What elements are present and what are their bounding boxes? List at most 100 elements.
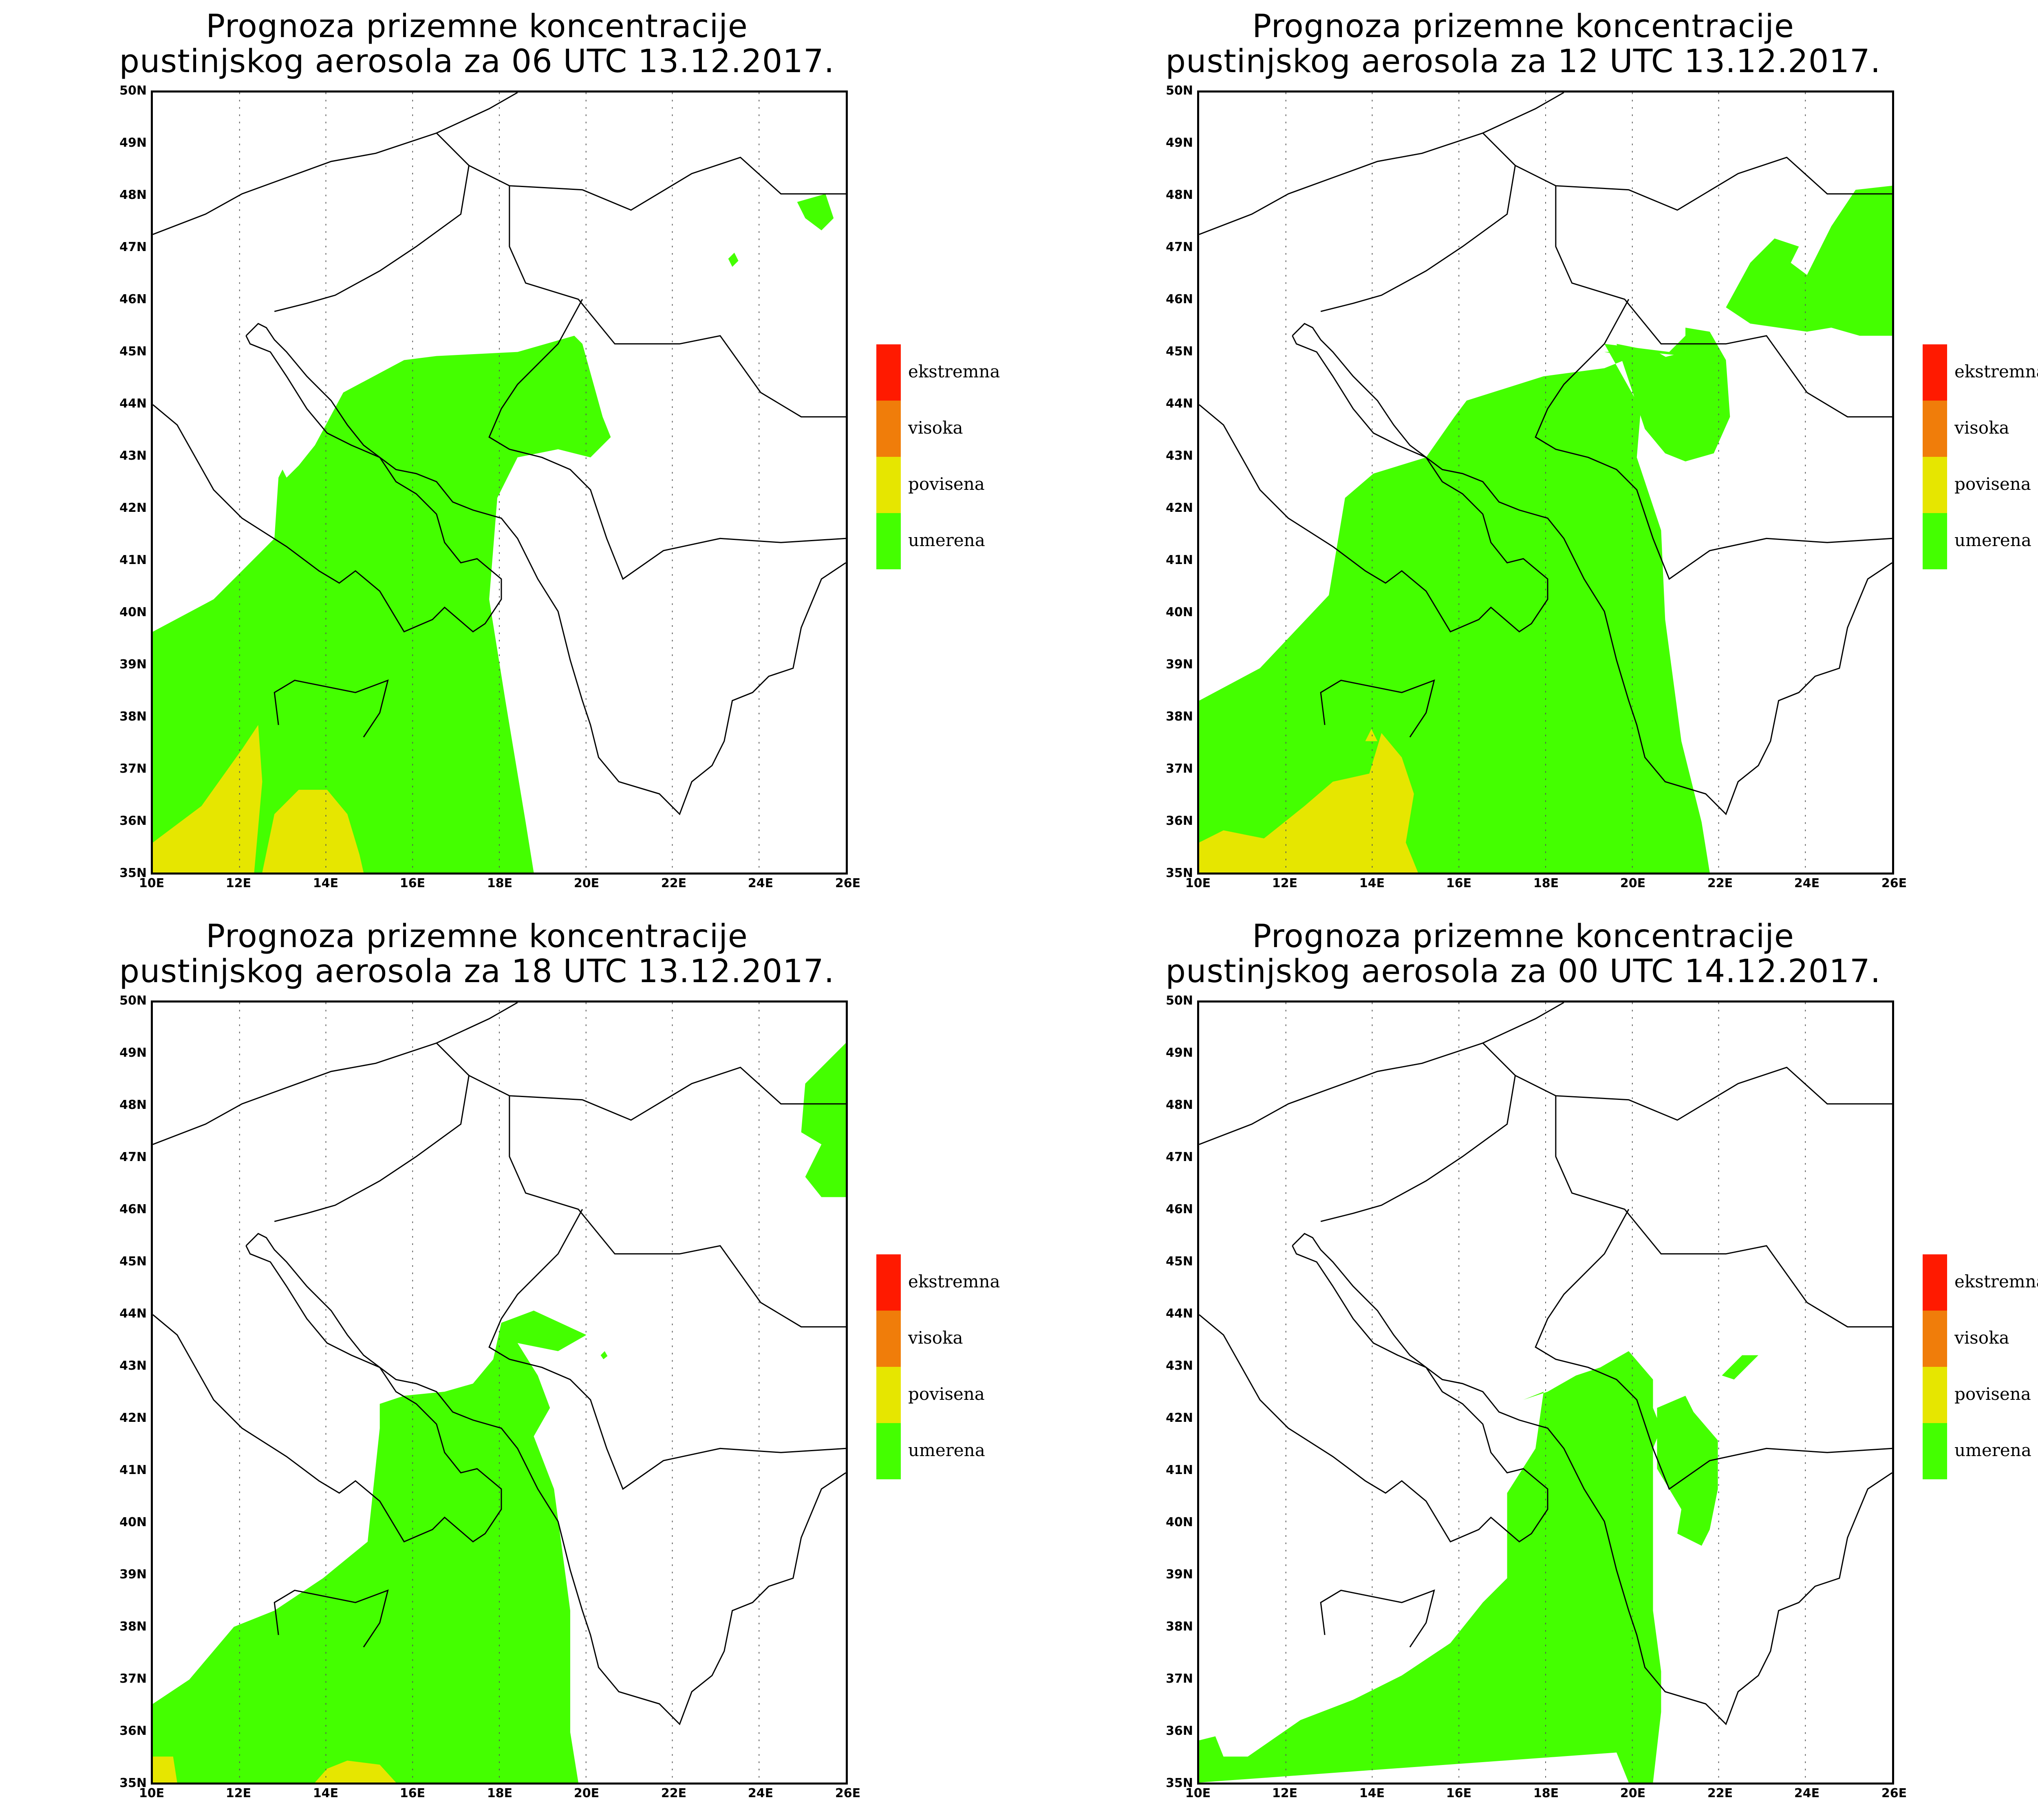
- lat-label: 49N: [119, 136, 147, 150]
- lat-label: 50N: [1166, 994, 1193, 1008]
- lon-label: 22E: [1707, 1786, 1733, 1800]
- legend-swatch-ekstremna: [876, 344, 901, 401]
- lat-label: 36N: [119, 1724, 147, 1738]
- lat-label: 39N: [119, 657, 147, 672]
- legend-swatch-povisena: [1923, 457, 1947, 513]
- lat-label: 36N: [1166, 814, 1193, 828]
- lon-label: 10E: [1185, 1786, 1211, 1800]
- lat-label: 50N: [119, 994, 147, 1008]
- povisena-area: [153, 1756, 177, 1783]
- legend-label: visoka: [1954, 1328, 2009, 1348]
- legend-swatch-povisena: [876, 1367, 901, 1423]
- lon-label: 16E: [1446, 1786, 1472, 1800]
- lon-label: 20E: [1620, 876, 1646, 890]
- povisena-area: [1199, 733, 1418, 873]
- umerena-area-small: [801, 1043, 846, 1197]
- lat-label: 48N: [119, 1098, 147, 1112]
- lat-label: 39N: [1166, 1567, 1193, 1582]
- lat-label: 36N: [119, 814, 147, 828]
- map-frame: [151, 90, 848, 875]
- umerena-dot: [600, 1351, 608, 1359]
- lat-label: 44N: [119, 397, 147, 411]
- map-canvas: [153, 93, 846, 873]
- legend-swatch-visoka: [1923, 1311, 1947, 1367]
- map-panel-18utc: Prognoza prizemne koncentracije pustinjs…: [0, 910, 1046, 1820]
- lon-label: 26E: [835, 1786, 861, 1800]
- lat-label: 35N: [119, 1776, 147, 1790]
- title-line-1: Prognoza prizemne koncentracije: [1252, 8, 1794, 45]
- title-line-1: Prognoza prizemne koncentracije: [206, 8, 748, 45]
- legend-swatch-ekstremna: [1923, 1254, 1947, 1311]
- lat-label: 47N: [1166, 240, 1193, 254]
- coastlines: [1199, 1003, 1892, 1725]
- lon-label: 24E: [1794, 1786, 1820, 1800]
- panel-title: Prognoza prizemne koncentracije pustinjs…: [106, 919, 848, 989]
- title-line-2: pustinjskog aerosola za 06 UTC 13.12.201…: [119, 43, 835, 80]
- umerena-area-2: [1657, 1395, 1718, 1546]
- map-frame: [151, 1000, 848, 1785]
- umerena-area-3: [1722, 1355, 1758, 1380]
- lat-label: 45N: [1166, 344, 1193, 359]
- lat-label: 41N: [1166, 553, 1193, 567]
- lat-label: 50N: [119, 84, 147, 98]
- legend-swatch-povisena: [876, 457, 901, 513]
- lon-label: 16E: [1446, 876, 1472, 890]
- lat-label: 38N: [119, 1619, 147, 1634]
- lon-label: 20E: [573, 1786, 600, 1800]
- lat-label: 46N: [119, 1202, 147, 1216]
- legend-swatch-ekstremna: [1923, 344, 1947, 401]
- graticule: [1285, 1003, 1806, 1783]
- lat-label: 44N: [1166, 397, 1193, 411]
- povisena-area-2: [1365, 729, 1378, 741]
- lon-label: 10E: [139, 876, 165, 890]
- lon-label: 26E: [1881, 876, 1907, 890]
- map-panel-12utc: Prognoza prizemne koncentracije pustinjs…: [1046, 0, 2038, 910]
- lon-label: 24E: [1794, 876, 1820, 890]
- lat-label: 45N: [119, 1254, 147, 1269]
- lat-label: 48N: [119, 188, 147, 202]
- lon-label: 10E: [1185, 876, 1211, 890]
- title-line-2: pustinjskog aerosola za 18 UTC 13.12.201…: [119, 953, 835, 990]
- legend-label: umerena: [1954, 530, 2031, 550]
- legend-label: povisena: [1954, 474, 2031, 494]
- map-panel-06utc: Prognoza prizemne koncentracije pustinjs…: [0, 0, 1046, 910]
- lat-label: 36N: [1166, 1724, 1193, 1738]
- umerena-area-4: [1726, 185, 1892, 336]
- lat-label: 42N: [1166, 1411, 1193, 1425]
- legend-label: ekstremna: [908, 1271, 1000, 1291]
- map-panel-00utc: Prognoza prizemne koncentracije pustinjs…: [1046, 910, 2038, 1820]
- lat-label: 42N: [119, 1411, 147, 1425]
- legend-label: ekstremna: [1954, 1271, 2038, 1291]
- lat-label: 43N: [1166, 1359, 1193, 1373]
- povisena-area-2: [315, 1761, 396, 1783]
- lat-label: 37N: [1166, 1672, 1193, 1686]
- lat-label: 43N: [119, 1359, 147, 1373]
- lat-label: 37N: [1166, 762, 1193, 776]
- umerena-area-3: [1616, 327, 1730, 462]
- lat-label: 49N: [119, 1046, 147, 1060]
- legend-label: ekstremna: [908, 361, 1000, 381]
- lon-label: 26E: [835, 876, 861, 890]
- umerena-dot: [728, 252, 739, 267]
- title-line-2: pustinjskog aerosola za 00 UTC 14.12.201…: [1165, 953, 1881, 990]
- graticule: [239, 1003, 760, 1783]
- legend-label: visoka: [908, 1328, 963, 1348]
- panel-title: Prognoza prizemne koncentracije pustinjs…: [1152, 9, 1894, 79]
- legend-label: umerena: [908, 1440, 985, 1460]
- legend-swatch-ekstremna: [876, 1254, 901, 1311]
- lat-label: 46N: [1166, 1202, 1193, 1216]
- lat-label: 45N: [119, 344, 147, 359]
- lon-label: 22E: [661, 876, 687, 890]
- lon-label: 14E: [1359, 876, 1385, 890]
- map-canvas: [1199, 93, 1892, 873]
- lat-label: 47N: [119, 240, 147, 254]
- coastlines: [1199, 93, 1892, 815]
- map-frame: [1197, 90, 1894, 875]
- lat-label: 42N: [1166, 501, 1193, 515]
- legend-label: povisena: [908, 474, 985, 494]
- lon-label: 12E: [1272, 1786, 1298, 1800]
- legend-swatch-umerena: [1923, 513, 1947, 569]
- legend-swatch-povisena: [1923, 1367, 1947, 1423]
- title-line-1: Prognoza prizemne koncentracije: [206, 918, 748, 955]
- lon-label: 16E: [399, 1786, 426, 1800]
